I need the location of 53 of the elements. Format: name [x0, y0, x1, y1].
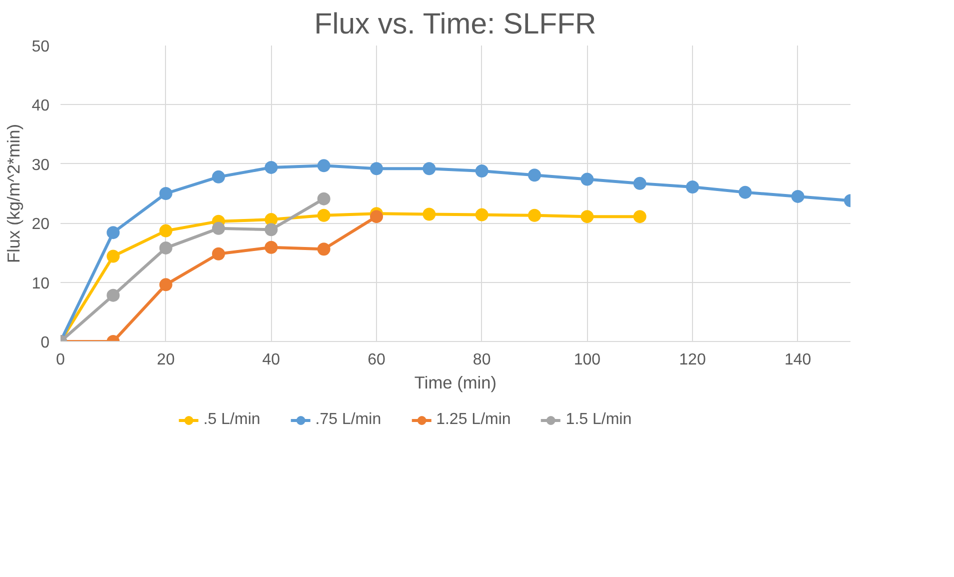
- point: [738, 186, 752, 199]
- point: [106, 226, 120, 240]
- point: [317, 192, 330, 206]
- point: [475, 164, 488, 178]
- point: [264, 223, 278, 236]
- point: [159, 224, 172, 238]
- point: [633, 176, 646, 190]
- y-axis-title: Flux (kg/m^2*min): [4, 124, 24, 264]
- legend-label: .75 L/min: [315, 411, 382, 429]
- point: [212, 170, 225, 184]
- x-tick-label: 80: [472, 352, 491, 368]
- x-tick-label: 40: [262, 352, 280, 368]
- point: [370, 162, 383, 176]
- point: [317, 159, 330, 172]
- point: [422, 162, 436, 176]
- point: [106, 250, 120, 263]
- point: [212, 247, 225, 260]
- legend-label: 1.5 L/min: [566, 411, 632, 429]
- point: [264, 240, 278, 254]
- y-tick-label: 0: [40, 334, 50, 352]
- point: [475, 208, 488, 222]
- x-tick-label: 20: [156, 352, 175, 368]
- y-tick-label: 30: [32, 156, 50, 174]
- x-tick-label: 140: [784, 352, 812, 368]
- x-axis-title: Time (min): [414, 372, 497, 392]
- x-tick-label: 100: [574, 352, 601, 368]
- x-tick-label: 0: [56, 352, 66, 368]
- point: [264, 160, 278, 174]
- x-tick-label: 60: [368, 352, 386, 368]
- point: [580, 210, 594, 224]
- point: [159, 278, 172, 292]
- point: [791, 190, 804, 203]
- point: [212, 222, 225, 235]
- point: [106, 288, 120, 302]
- legend-label: .5 L/min: [203, 411, 260, 429]
- point: [317, 242, 330, 256]
- x-tick-label: 120: [679, 352, 706, 368]
- chart-title: Flux vs. Time: SLFFR: [314, 8, 596, 40]
- point: [370, 210, 383, 224]
- point: [528, 168, 541, 182]
- point: [686, 180, 699, 194]
- y-tick-label: 50: [32, 38, 50, 56]
- point: [633, 210, 646, 224]
- y-tick-label: 20: [32, 216, 50, 234]
- point: [422, 208, 436, 221]
- point: [580, 172, 594, 186]
- y-tick-label: 10: [32, 275, 50, 292]
- point: [528, 208, 541, 222]
- point: [317, 208, 330, 222]
- point: [159, 187, 172, 200]
- legend-label: 1.25 L/min: [436, 411, 511, 429]
- y-tick-label: 40: [32, 98, 50, 115]
- point: [159, 241, 172, 254]
